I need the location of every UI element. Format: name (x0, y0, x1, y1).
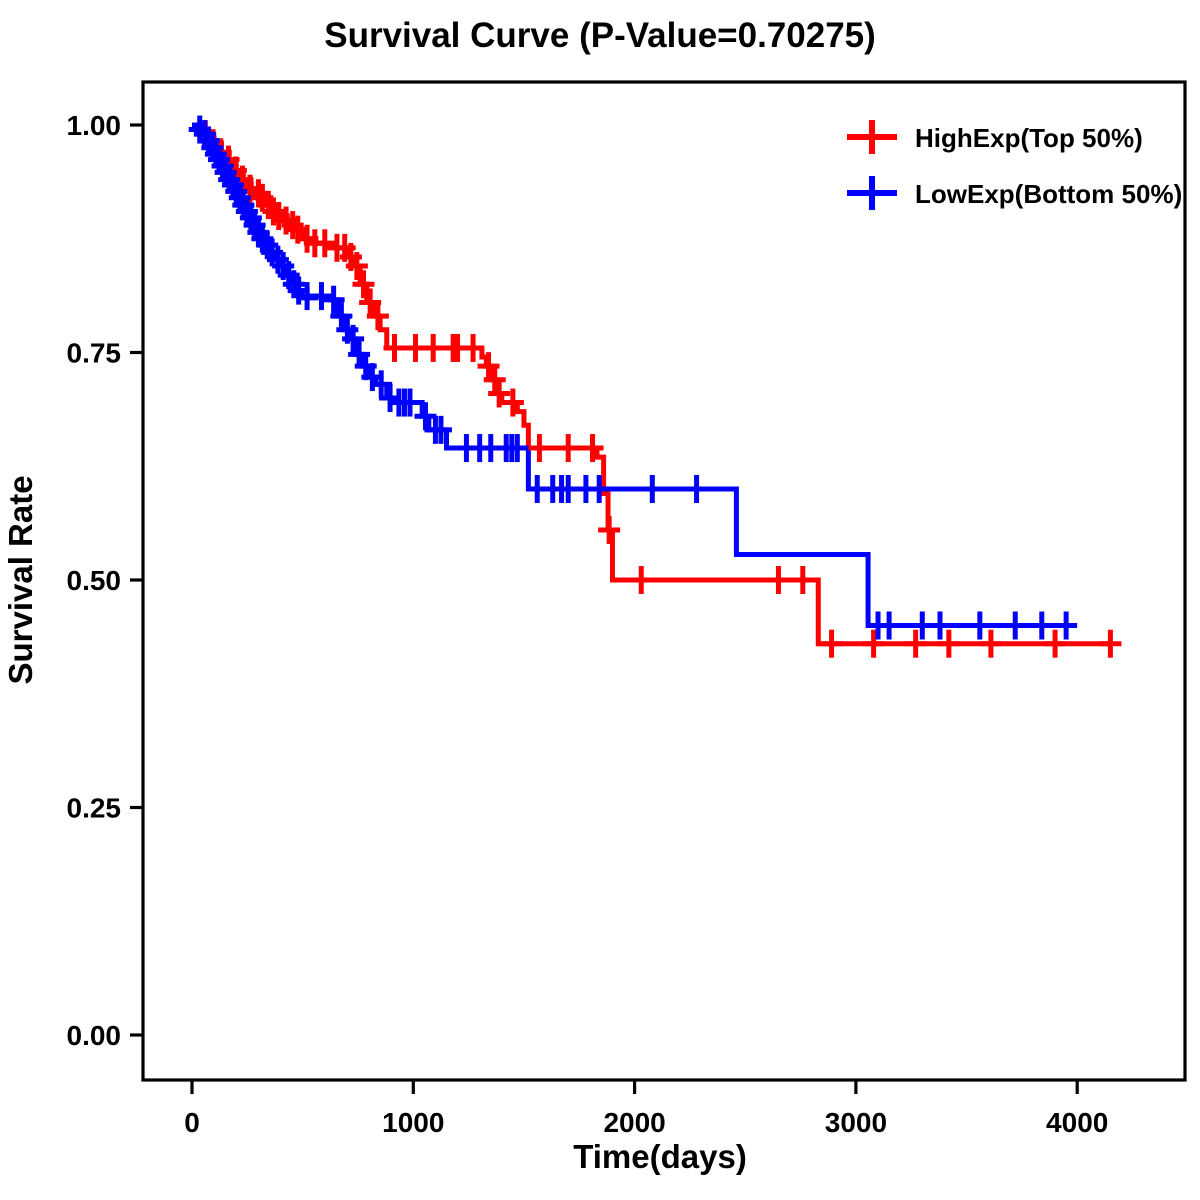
y-tick-label: 0.75 (67, 338, 122, 369)
y-tick-label: 0.50 (67, 565, 122, 596)
x-axis-ticks: 0 1000 2000 3000 4000 (184, 1080, 1108, 1138)
y-tick-label: 0.25 (67, 793, 122, 824)
x-tick-label: 1000 (382, 1107, 444, 1138)
chart-title: Survival Curve (P-Value=0.70275) (324, 16, 876, 55)
x-tick-label: 4000 (1046, 1107, 1108, 1138)
y-axis-ticks: 0.00 0.25 0.50 0.75 1.00 (67, 110, 143, 1051)
x-axis-title: Time(days) (573, 1138, 747, 1175)
censor-marks (188, 115, 1122, 658)
y-axis-title: Survival Rate (2, 475, 39, 684)
y-tick-label: 0.00 (67, 1020, 122, 1051)
legend-label-low: LowExp(Bottom 50%) (915, 179, 1182, 209)
x-tick-label: 3000 (825, 1107, 887, 1138)
x-tick-label: 0 (184, 1107, 200, 1138)
x-tick-label: 2000 (603, 1107, 665, 1138)
legend-label-high: HighExp(Top 50%) (915, 123, 1143, 153)
legend: HighExp(Top 50%) LowExp(Bottom 50%) (847, 120, 1182, 210)
y-tick-label: 1.00 (67, 110, 122, 141)
